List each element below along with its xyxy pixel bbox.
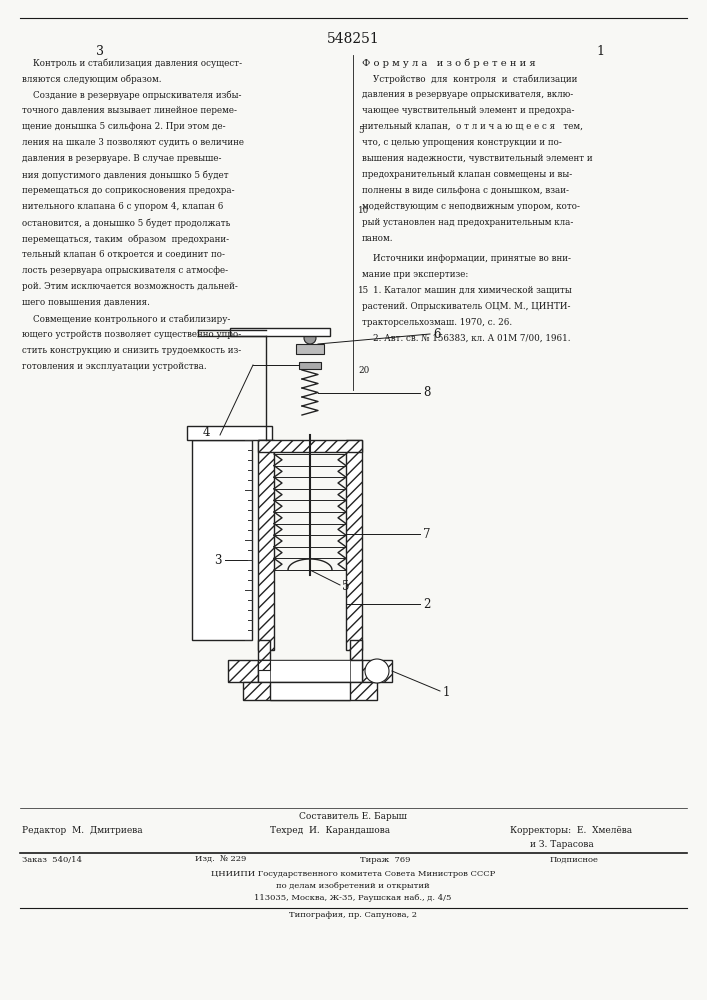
Text: 5: 5 [358,126,363,135]
Text: шего повышения давления.: шего повышения давления. [22,298,150,307]
Text: Подписное: Подписное [550,856,599,864]
Text: Устройство  для  контроля  и  стабилизации: Устройство для контроля и стабилизации [362,74,578,84]
Bar [258,440,362,452]
Text: давления в резервуаре. В случае превыше-: давления в резервуаре. В случае превыше- [22,154,221,163]
Text: Корректоры:  Е.  Хмелёва: Корректоры: Е. Хмелёва [510,826,632,835]
Bar [258,640,270,660]
Text: перемещаться до соприкосновения предохра-: перемещаться до соприкосновения предохра… [22,186,235,195]
Text: 15: 15 [358,286,369,295]
Text: ющего устройств позволяет существенно упро-: ющего устройств позволяет существенно уп… [22,330,241,339]
Text: полнены в виде сильфона с донышком, взаи-: полнены в виде сильфона с донышком, взаи… [362,186,569,195]
Bar [299,362,321,369]
Text: рый установлен над предохранительным кла-: рый установлен над предохранительным кла… [362,218,573,227]
Text: нительный клапан,  о т л и ч а ю щ е е с я   тем,: нительный клапан, о т л и ч а ю щ е е с … [362,122,583,131]
Text: 113035, Москва, Ж-35, Раушская наб., д. 4/5: 113035, Москва, Ж-35, Раушская наб., д. … [255,894,452,902]
Text: тельный клапан 6 откроется и соединит по-: тельный клапан 6 откроется и соединит по… [22,250,225,259]
Bar [192,440,252,640]
Text: стить конструкцию и снизить трудоемкость из-: стить конструкцию и снизить трудоемкость… [22,346,241,355]
Text: модействующим с неподвижным упором, кото-: модействующим с неподвижным упором, кото… [362,202,580,211]
Text: Контроль и стабилизация давления осущест-: Контроль и стабилизация давления осущест… [22,58,242,68]
Text: ления на шкале 3 позволяют судить о величине: ления на шкале 3 позволяют судить о вели… [22,138,244,147]
Text: что, с целью упрощения конструкции и по-: что, с целью упрощения конструкции и по- [362,138,562,147]
Text: паном.: паном. [362,234,394,243]
Text: остановится, а донышко 5 будет продолжать: остановится, а донышко 5 будет продолжат… [22,218,230,228]
Bar [243,682,377,700]
Text: 20: 20 [358,366,369,375]
Text: 5: 5 [342,580,349,593]
Text: лость резервуара опрыскивателя с атмосфе-: лость резервуара опрыскивателя с атмосфе… [22,266,228,275]
Text: 4: 4 [202,426,210,438]
Text: готовления и эксплуатации устройства.: готовления и эксплуатации устройства. [22,362,206,371]
Bar [258,660,362,682]
Text: 1: 1 [443,686,450,700]
Text: 8: 8 [423,386,431,399]
Text: Редактор  М.  Дмитриева: Редактор М. Дмитриева [22,826,143,835]
Bar [270,682,350,700]
Bar [362,660,392,682]
Circle shape [365,659,389,683]
Text: 2: 2 [423,597,431,610]
Text: 10: 10 [358,206,369,215]
Text: тракторсельхозмаш. 1970, с. 26.: тракторсельхозмаш. 1970, с. 26. [362,318,512,327]
Text: 1: 1 [596,45,604,58]
Text: Заказ  540/14: Заказ 540/14 [22,856,82,864]
Text: мание при экспертизе:: мание при экспертизе: [362,270,468,279]
Text: Изд.  № 229: Изд. № 229 [195,856,246,864]
Text: щение донышка 5 сильфона 2. При этом де-: щение донышка 5 сильфона 2. При этом де- [22,122,226,131]
Bar [296,344,324,354]
Text: 6: 6 [433,328,440,340]
Text: Типография, пр. Сапунова, 2: Типография, пр. Сапунова, 2 [289,911,417,919]
Text: Составитель Е. Барыш: Составитель Е. Барыш [299,812,407,821]
Text: Тираж  769: Тираж 769 [360,856,411,864]
Text: 548251: 548251 [327,32,380,46]
Text: чающее чувствительный элемент и предохра-: чающее чувствительный элемент и предохра… [362,106,575,115]
Text: вышения надежности, чувствительный элемент и: вышения надежности, чувствительный элеме… [362,154,592,163]
Text: точного давления вызывает линейное переме-: точного давления вызывает линейное перем… [22,106,237,115]
Text: перемещаться, таким  образом  предохрани-: перемещаться, таким образом предохрани- [22,234,229,243]
Bar [228,660,258,682]
Text: 3: 3 [96,45,104,58]
Bar [258,660,270,670]
Text: 2. Авт. св. № 156383, кл. А 01М 7/00, 1961.: 2. Авт. св. № 156383, кл. А 01М 7/00, 19… [362,334,571,343]
Text: ния допустимого давления донышко 5 будет: ния допустимого давления донышко 5 будет [22,170,228,180]
Text: 3: 3 [214,554,222,566]
Text: 7: 7 [423,528,431,540]
Text: ЦНИИПИ Государственного комитета Совета Министров СССР: ЦНИИПИ Государственного комитета Совета … [211,870,495,878]
Bar [346,440,362,650]
Text: нительного клапана 6 с упором 4, клапан 6: нительного клапана 6 с упором 4, клапан … [22,202,223,211]
Text: Техред  И.  Карандашова: Техред И. Карандашова [270,826,390,835]
Bar [187,426,272,440]
Text: Создание в резервуаре опрыскивателя избы-: Создание в резервуаре опрыскивателя избы… [22,90,242,100]
Text: рой. Этим исключается возможность дальней-: рой. Этим исключается возможность дальне… [22,282,238,291]
Text: по делам изобретений и открытий: по делам изобретений и открытий [276,882,430,890]
Text: Источники информации, принятые во вни-: Источники информации, принятые во вни- [362,254,571,263]
Text: Ф о р м у л а   и з о б р е т е н и я: Ф о р м у л а и з о б р е т е н и я [362,58,536,68]
Text: Совмещение контрольного и стабилизиру-: Совмещение контрольного и стабилизиру- [22,314,230,324]
Text: 1. Каталог машин для химической защиты: 1. Каталог машин для химической защиты [362,286,572,295]
Bar [230,328,330,336]
Text: растений. Опрыскиватель ОЦМ. М., ЦИНТИ-: растений. Опрыскиватель ОЦМ. М., ЦИНТИ- [362,302,571,311]
Bar [350,640,362,660]
Bar [258,440,274,650]
Circle shape [304,332,316,344]
Bar [270,660,350,682]
Text: давления в резервуаре опрыскивателя, вклю-: давления в резервуаре опрыскивателя, вкл… [362,90,573,99]
Text: и З. Тарасова: и З. Тарасова [530,840,594,849]
Text: предохранительный клапан совмещены и вы-: предохранительный клапан совмещены и вы- [362,170,572,179]
Text: вляются следующим образом.: вляются следующим образом. [22,74,161,84]
